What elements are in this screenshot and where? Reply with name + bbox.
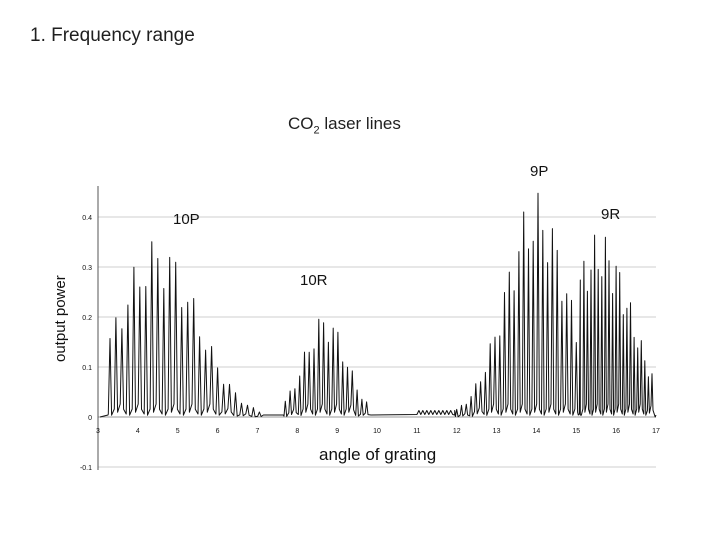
x-tick-label: 16 — [612, 428, 620, 435]
x-tick-label: 10 — [373, 428, 381, 435]
power-trace — [99, 192, 657, 418]
subtitle-prefix: CO — [288, 114, 314, 133]
annotation-10R: 10R — [300, 272, 328, 289]
y-tick-label: 0.4 — [82, 215, 92, 222]
x-tick-label: 13 — [493, 428, 501, 435]
y-tick-label: 0.1 — [82, 365, 92, 372]
x-tick-label: 9 — [335, 428, 339, 435]
x-tick-label: 14 — [533, 428, 541, 435]
y-axis-label: output power — [52, 275, 69, 362]
y-tick-labels: 0.4 0.3 0.2 0.1 0 -0.1 — [80, 215, 92, 472]
annotation-9R: 9R — [601, 206, 620, 223]
x-tick-label: 11 — [413, 428, 420, 435]
y-tick-label: 0.3 — [82, 265, 92, 272]
x-tick-label: 17 — [652, 428, 660, 435]
x-tick-label: 6 — [216, 428, 220, 435]
subtitle-subscript: 2 — [313, 124, 320, 137]
x-tick-labels: 3 4 5 6 7 8 9 10 11 12 13 14 15 16 17 — [96, 428, 660, 435]
subtitle-suffix: laser lines — [319, 114, 401, 133]
x-tick-label: 3 — [96, 428, 100, 435]
x-tick-label: 12 — [453, 428, 461, 435]
y-tick-label: 0 — [88, 415, 92, 422]
x-axis-label: angle of grating — [319, 445, 436, 464]
y-tick-label: 0.2 — [82, 315, 92, 322]
x-tick-label: 7 — [255, 428, 259, 435]
slide-title: 1. Frequency range — [30, 25, 195, 46]
y-tick-label: -0.1 — [80, 465, 92, 472]
x-tick-label: 8 — [295, 428, 299, 435]
x-tick-label: 15 — [572, 428, 580, 435]
x-tick-label: 5 — [176, 428, 180, 435]
x-tick-label: 4 — [136, 428, 140, 435]
annotation-10P: 10P — [173, 211, 200, 228]
annotation-9P: 9P — [530, 163, 548, 180]
chart-subtitle: CO2 laser lines — [288, 114, 401, 136]
